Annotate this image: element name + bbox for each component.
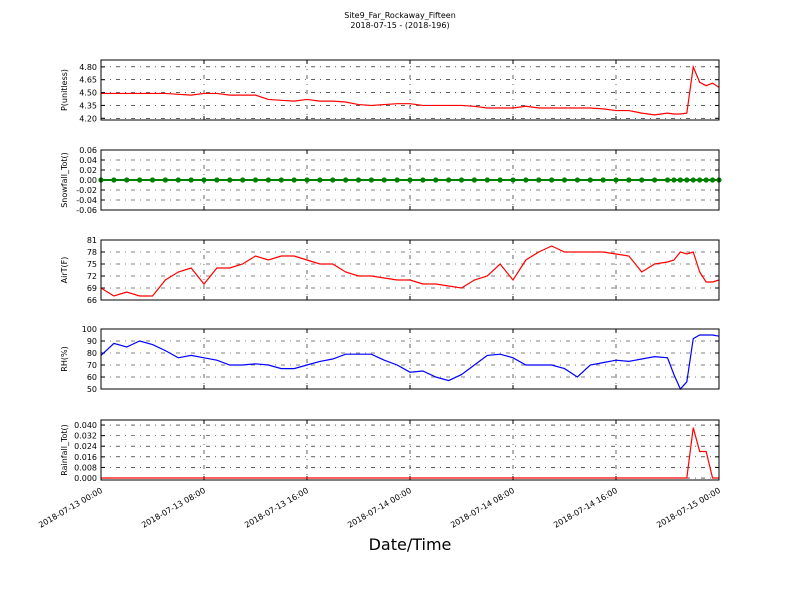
series-marker	[697, 177, 703, 183]
axes-frame	[100, 328, 720, 390]
series-marker	[471, 177, 477, 183]
series-marker	[703, 177, 709, 183]
series-marker	[446, 177, 452, 183]
series-marker	[124, 177, 130, 183]
y-tick-label: 75	[87, 260, 97, 269]
y-axis-label: Rainfall_Tot()	[60, 424, 69, 476]
series-marker	[690, 177, 696, 183]
series-marker	[149, 177, 156, 183]
series-marker	[458, 177, 465, 183]
y-tick-label: 0.008	[74, 463, 97, 472]
axes-frame	[100, 59, 720, 121]
axes-frame	[100, 239, 720, 301]
series-marker	[252, 177, 259, 183]
series-marker	[587, 177, 593, 183]
y-tick-label: 90	[87, 337, 97, 346]
y-tick-label: 70	[87, 361, 97, 370]
chart-title: Site9_Far_Rockaway_Fifteen	[344, 11, 456, 20]
y-tick-label: 4.20	[79, 114, 97, 123]
y-axis-label: P(unitless)	[60, 69, 69, 111]
series-marker	[664, 177, 671, 183]
y-tick-label: 72	[87, 272, 97, 281]
series-marker	[111, 177, 117, 183]
series-marker	[214, 177, 220, 183]
series-marker	[484, 177, 490, 183]
y-tick-label: -0.02	[76, 186, 97, 195]
series-marker	[407, 177, 413, 183]
y-axis-label: AirT(F)	[60, 257, 69, 284]
y-tick-label: 0.032	[74, 432, 97, 441]
series-marker	[523, 177, 529, 183]
y-axis-label: Snowfall_Tot()	[60, 152, 69, 208]
y-tick-label: 4.80	[79, 63, 97, 72]
series-marker	[137, 177, 143, 183]
series-marker	[368, 177, 374, 183]
series-marker	[639, 177, 645, 183]
series-line	[100, 245, 720, 297]
y-tick-label: -0.06	[76, 206, 97, 215]
series-marker	[188, 177, 194, 183]
series-marker	[317, 177, 323, 183]
axes-frame	[100, 149, 720, 211]
series-marker	[175, 177, 181, 183]
series-marker	[381, 177, 387, 183]
y-axis-label: RH(%)	[60, 346, 69, 371]
y-tick-label: -0.04	[76, 196, 97, 205]
series-line	[100, 334, 720, 391]
series-marker	[433, 177, 439, 183]
series-marker	[652, 177, 658, 183]
y-tick-label: 4.35	[79, 101, 97, 110]
series-marker	[420, 177, 426, 183]
series-marker	[227, 177, 233, 183]
series-marker	[265, 177, 271, 183]
y-tick-label: 0.06	[79, 146, 97, 155]
y-tick-label: 100	[82, 325, 97, 334]
series-marker	[510, 177, 516, 183]
series-marker	[201, 177, 207, 183]
x-axis-label: Date/Time	[369, 535, 452, 554]
axes-frame	[100, 419, 720, 481]
y-tick-label: 60	[87, 373, 97, 382]
series-marker	[671, 177, 677, 183]
series-marker	[613, 177, 619, 183]
y-tick-label: 0.024	[74, 442, 97, 451]
y-tick-label: 0.000	[74, 474, 97, 483]
series-marker	[355, 177, 362, 183]
series-marker	[343, 177, 349, 183]
series-line	[101, 64, 720, 116]
series-marker	[677, 177, 683, 183]
y-tick-label: 81	[87, 236, 97, 245]
chart-subtitle: 2018-07-15 - (2018-196)	[350, 21, 449, 30]
series-marker	[278, 177, 284, 183]
series-marker	[561, 177, 568, 183]
series-marker	[549, 177, 555, 183]
y-tick-label: 0.00	[79, 176, 97, 185]
y-tick-label: 66	[87, 296, 97, 305]
series-marker	[684, 177, 690, 183]
y-tick-label: 0.040	[74, 421, 97, 430]
y-tick-label: 0.04	[79, 156, 97, 165]
series-marker	[291, 177, 297, 183]
series-marker	[240, 177, 246, 183]
series-marker	[600, 177, 606, 183]
series-marker	[497, 177, 503, 183]
series-marker	[574, 177, 580, 183]
y-tick-label: 4.65	[79, 76, 97, 85]
series-marker	[394, 177, 400, 183]
series-marker	[330, 177, 336, 183]
y-tick-label: 4.50	[79, 89, 97, 98]
y-tick-label: 80	[87, 349, 97, 358]
series-line	[101, 427, 719, 479]
y-tick-label: 78	[87, 248, 97, 257]
y-tick-label: 69	[87, 284, 97, 293]
y-tick-label: 0.016	[74, 453, 97, 462]
y-tick-label: 0.02	[79, 166, 97, 175]
series-marker	[709, 177, 716, 183]
series-marker	[626, 177, 632, 183]
y-tick-label: 50	[87, 385, 97, 394]
series-marker	[536, 177, 542, 183]
series-marker	[304, 177, 310, 183]
series-marker	[162, 177, 168, 183]
